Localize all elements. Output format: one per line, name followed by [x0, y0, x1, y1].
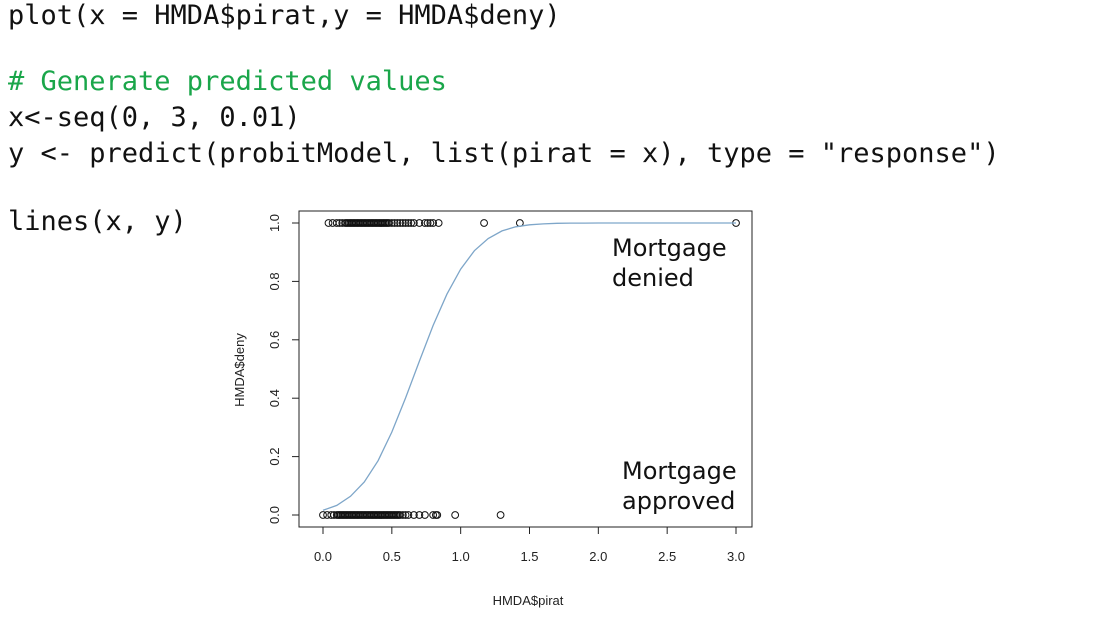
x-tick-label-6: 3.0	[727, 549, 745, 564]
point-denied-38	[387, 219, 396, 227]
point-denied-41	[396, 219, 404, 227]
point-denied-42	[398, 219, 407, 227]
y-tick-label-0: 0.0	[267, 506, 282, 524]
code-line-comment: # Generate predicted values	[8, 66, 447, 97]
point-denied-45	[407, 219, 416, 227]
x-tick-label-5: 2.5	[658, 549, 676, 564]
y-axis: 0.0 0.2 0.4 0.6 0.8 1.0	[267, 214, 299, 524]
x-tick-label-4: 2.0	[589, 549, 607, 564]
annotation-approved: Mortgage approved	[622, 457, 744, 515]
x-tick-label-1: 0.5	[383, 549, 401, 564]
point-denied-2	[332, 219, 341, 227]
point-approved-54	[409, 511, 418, 519]
y-tick-label-5: 1.0	[267, 214, 282, 232]
x-axis-title: HMDA$pirat	[493, 593, 564, 608]
point-denied-40	[393, 219, 402, 227]
annotation-denied: Mortgage denied	[612, 234, 734, 292]
code-line-predict: y <- predict(probitModel, list(pirat = x…	[8, 138, 1000, 169]
y-tick-label-3: 0.6	[267, 331, 282, 349]
point-approved-52	[401, 511, 410, 519]
point-approved-57	[429, 511, 438, 519]
point-denied-52	[434, 219, 443, 227]
point-approved-61	[496, 511, 505, 519]
x-tick-label-0: 0.0	[314, 549, 332, 564]
point-approved-53	[404, 511, 413, 519]
y-tick-label-4: 0.8	[267, 272, 282, 290]
point-approved-59	[433, 511, 442, 519]
point-approved-60	[451, 511, 460, 519]
fitted-curve-layer	[322, 222, 736, 511]
x-tick-label-2: 1.0	[452, 549, 470, 564]
annotation-approved-line2: approved	[622, 487, 735, 515]
annotation-denied-line2: denied	[612, 264, 694, 292]
y-axis-title: HMDA$deny	[232, 333, 247, 407]
y-tick-label-1: 0.2	[267, 448, 282, 466]
point-denied-0	[324, 219, 333, 227]
point-approved-56	[420, 511, 429, 519]
points-approved	[319, 511, 505, 519]
point-denied-49	[423, 219, 432, 227]
plot-frame	[298, 210, 753, 528]
code-line-lines: lines(x, y)	[8, 206, 187, 237]
annotation-denied-line1: Mortgage	[612, 234, 727, 262]
point-denied-50	[426, 219, 435, 227]
point-approved-50	[396, 511, 404, 519]
point-denied-51	[429, 219, 438, 227]
fitted-probit-curve	[322, 222, 736, 511]
point-approved-0	[319, 511, 327, 519]
point-denied-44	[404, 219, 413, 227]
x-axis: 0.0 0.5 1.0 1.5 2.0 2.5 3.0	[314, 527, 745, 564]
point-denied-47	[415, 219, 424, 227]
point-denied-46	[409, 219, 418, 227]
y-tick-label-2: 0.4	[267, 389, 282, 407]
code-line-seq: x<-seq(0, 3, 0.01)	[8, 102, 301, 133]
point-denied-39	[390, 219, 399, 227]
x-tick-label-3: 1.5	[520, 549, 538, 564]
point-approved-51	[398, 511, 407, 519]
point-denied-43	[401, 219, 410, 227]
point-denied-53	[480, 219, 488, 227]
point-approved-55	[415, 511, 424, 519]
code-line-plot: plot(x = HMDA$pirat,y = HMDA$deny)	[8, 0, 561, 31]
point-denied-37	[385, 219, 393, 227]
annotation-approved-line1: Mortgage	[622, 457, 737, 485]
point-denied-48	[420, 219, 429, 227]
